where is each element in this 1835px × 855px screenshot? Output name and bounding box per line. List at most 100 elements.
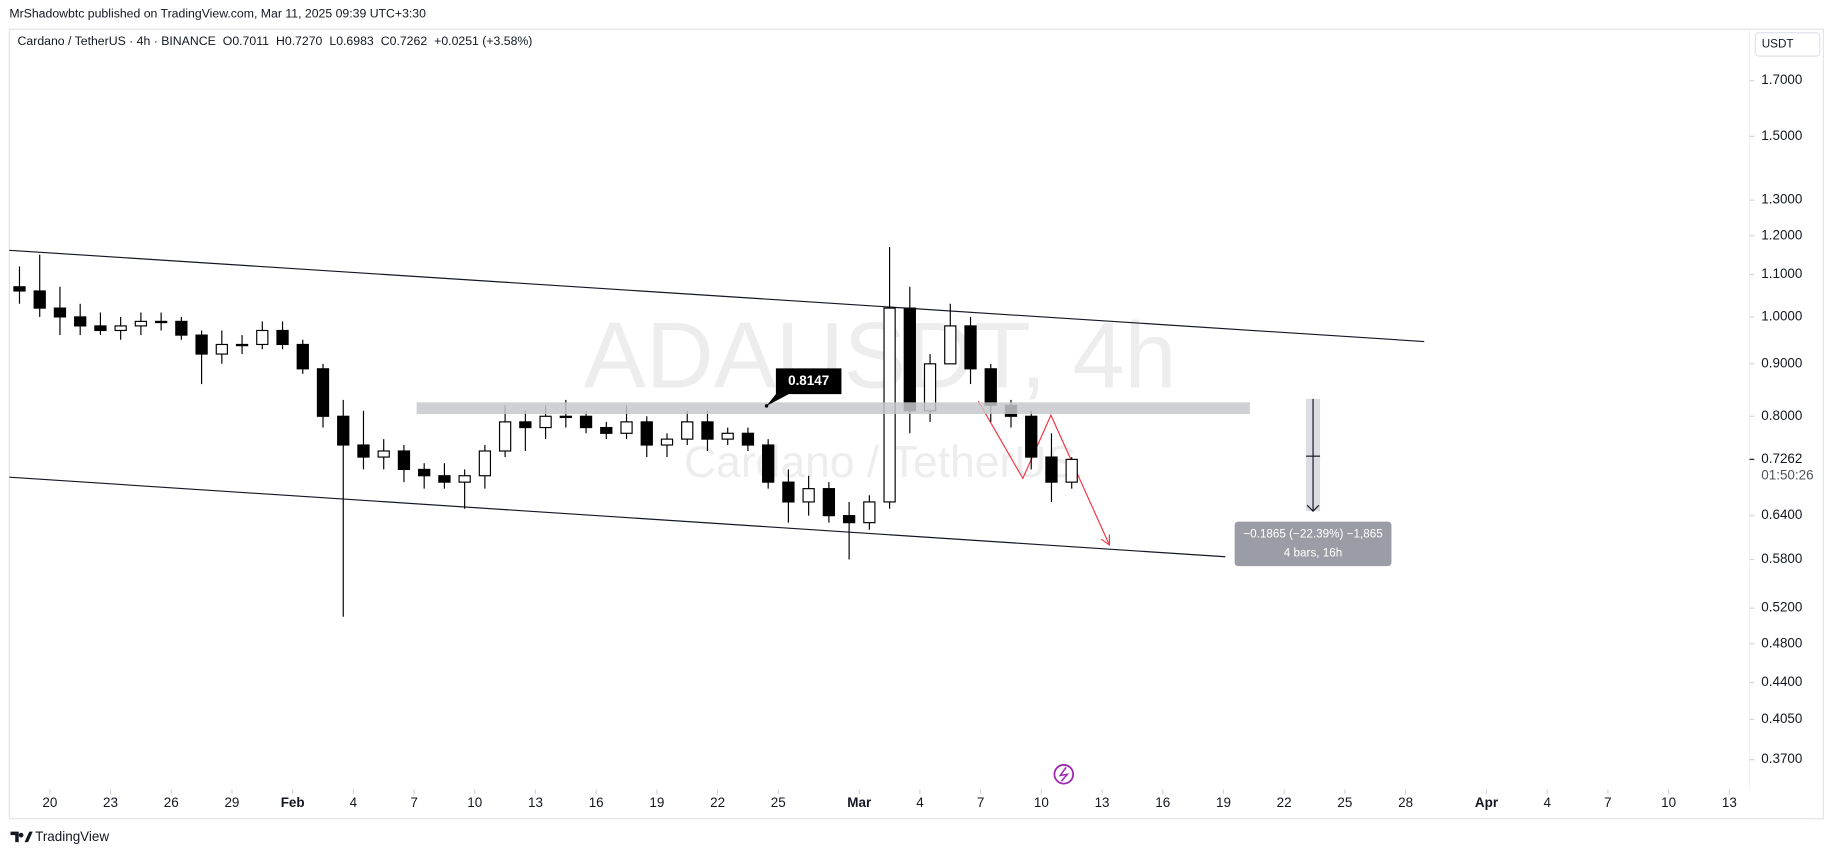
y-tick-label: 1.7000 (1761, 72, 1802, 87)
watermark: ADAUSDT, 4h (584, 302, 1177, 407)
candle-body (397, 450, 411, 471)
candle-body (944, 325, 957, 365)
measure-duration: 4 bars, 16h (1284, 546, 1343, 559)
currency-box[interactable] (1754, 32, 1821, 57)
brand: TradingView (35, 829, 109, 844)
candle-body (316, 368, 330, 417)
event-icon-bolt (1058, 766, 1070, 782)
x-tick-label: 19 (649, 795, 664, 810)
candle-body (94, 325, 107, 332)
x-tick-label: 4 (916, 795, 924, 810)
brand-logo (10, 831, 33, 843)
candle-body (600, 426, 613, 434)
symbol-legend: Cardano / TetherUS · 4h · BINANCE O0.7011… (18, 34, 533, 48)
x-tick-label: 22 (1277, 795, 1292, 810)
x-tick-label: 22 (710, 795, 725, 810)
candle-body (215, 343, 228, 355)
candle-body (134, 320, 148, 327)
y-tick-label: 1.1000 (1761, 266, 1802, 281)
candle-body (438, 475, 451, 483)
candle-body (175, 320, 188, 336)
publisher-line: MrShadowbtc published on TradingView.com… (9, 6, 426, 20)
y-tick-label: 0.9000 (1761, 355, 1802, 370)
legend-low: L0.6983 (329, 34, 374, 48)
candle-body (256, 329, 269, 346)
candle-body (498, 421, 512, 452)
y-tick-label: 0.3700 (1761, 751, 1802, 766)
measure-box (1234, 521, 1392, 567)
y-tick-label: 0.6400 (1761, 507, 1802, 522)
x-tick-label: 10 (1034, 795, 1049, 810)
event-icon[interactable] (1053, 764, 1075, 785)
candle-body (74, 316, 87, 327)
candle-body (620, 421, 633, 434)
x-tick-label: 10 (467, 795, 482, 810)
candle-body (660, 438, 674, 446)
candle-body (13, 286, 26, 292)
candle-body (640, 421, 653, 446)
legend-close: C0.7262 (381, 34, 428, 48)
candle-body (154, 320, 168, 324)
x-tick-label: Mar (847, 795, 872, 810)
x-tick-label: 7 (977, 795, 984, 810)
y-tick-label: 0.5800 (1761, 551, 1802, 566)
candle-body (276, 329, 289, 346)
x-tick-label: 26 (164, 795, 179, 810)
x-tick-label: 7 (1604, 795, 1611, 810)
x-tick-label: 19 (1216, 795, 1231, 810)
x-tick-label: 4 (350, 795, 358, 810)
candle-body (863, 501, 876, 524)
y-tick-label: 0.5200 (1761, 600, 1802, 615)
x-tick-label: 23 (103, 795, 118, 810)
candle-body (33, 290, 46, 309)
candle-body (741, 432, 755, 446)
level-zone (416, 402, 1250, 415)
last-price-label: 0.7262 (1761, 451, 1802, 466)
channel-upper (9, 249, 1425, 343)
x-tick-label: 28 (1398, 795, 1413, 810)
x-tick-label: 7 (410, 795, 417, 810)
x-tick-label: 10 (1661, 795, 1676, 810)
candle-body (53, 307, 67, 318)
candle-body (903, 307, 916, 412)
x-tick-label: 16 (1155, 795, 1170, 810)
projection-arrowhead (1100, 534, 1111, 547)
x-tick-label: 20 (42, 795, 57, 810)
x-tick-label: 25 (771, 795, 786, 810)
y-tick-label: 1.5000 (1761, 128, 1802, 143)
candle-body (1025, 415, 1038, 458)
level-callout (766, 368, 842, 406)
candle-body (296, 343, 309, 370)
y-tick-label: 0.8000 (1761, 408, 1802, 423)
chart-frame (8, 28, 1824, 820)
candle-body (458, 475, 471, 483)
y-tick-label: 0.4050 (1761, 711, 1802, 726)
candle-body (701, 421, 714, 440)
measure-arrow (1306, 504, 1320, 512)
x-tick-label: 25 (1337, 795, 1352, 810)
candle-body (984, 368, 997, 406)
y-tick-label: 1.0000 (1761, 308, 1802, 323)
x-tick-label: 29 (224, 795, 239, 810)
candle-body (195, 334, 208, 355)
level-label: 0.8147 (788, 373, 829, 388)
watermark-subtitle: Cardano / TetherUS (684, 438, 1076, 487)
candle-body (539, 415, 552, 429)
y-tick-label: 1.3000 (1761, 192, 1802, 207)
x-tick-label: 13 (1095, 795, 1110, 810)
x-tick-label: Apr (1475, 795, 1499, 810)
x-tick-label: 13 (528, 795, 543, 810)
y-tick-label: 1.2000 (1761, 227, 1802, 242)
y-tick-label: 0.4400 (1761, 674, 1802, 689)
candle-body (1065, 458, 1078, 483)
y-tick-label: 0.4800 (1761, 635, 1802, 650)
symbol: Cardano / TetherUS · 4h · BINANCE (18, 34, 216, 48)
measure-change: −0.1865 (−22.39%) −1,865 (1243, 528, 1383, 541)
legend-open: O0.7011 (223, 34, 269, 48)
candle-body (721, 432, 734, 440)
candle-body (1045, 456, 1058, 483)
x-tick-label: 13 (1722, 795, 1737, 810)
